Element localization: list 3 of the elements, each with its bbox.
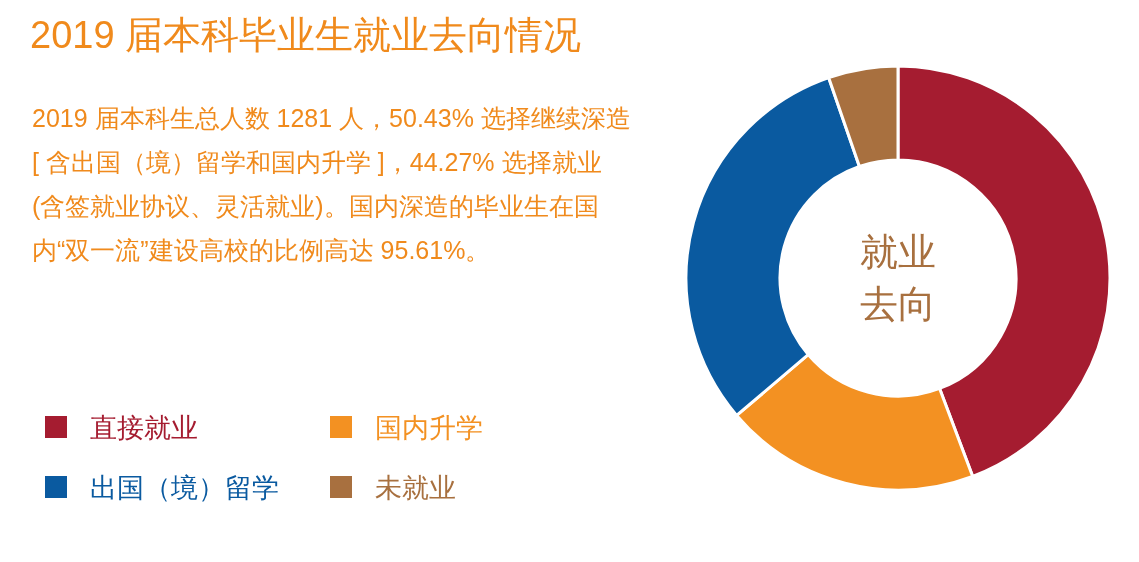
title: 2019 届本科毕业生就业去向情况 <box>30 13 582 58</box>
annotation: 就业去向 <box>859 229 937 328</box>
annotation: 2019 届本科生总人数 1281 人，50.43% 选择继续深造 [ 含出国（境）留学和国内升学 ]，44.27% 选择就业 (含签就业协议、灵活就业)。国内深造的毕业生在国内“双一流”建设高校的比例高达 95.61%。 <box>32 103 632 266</box>
